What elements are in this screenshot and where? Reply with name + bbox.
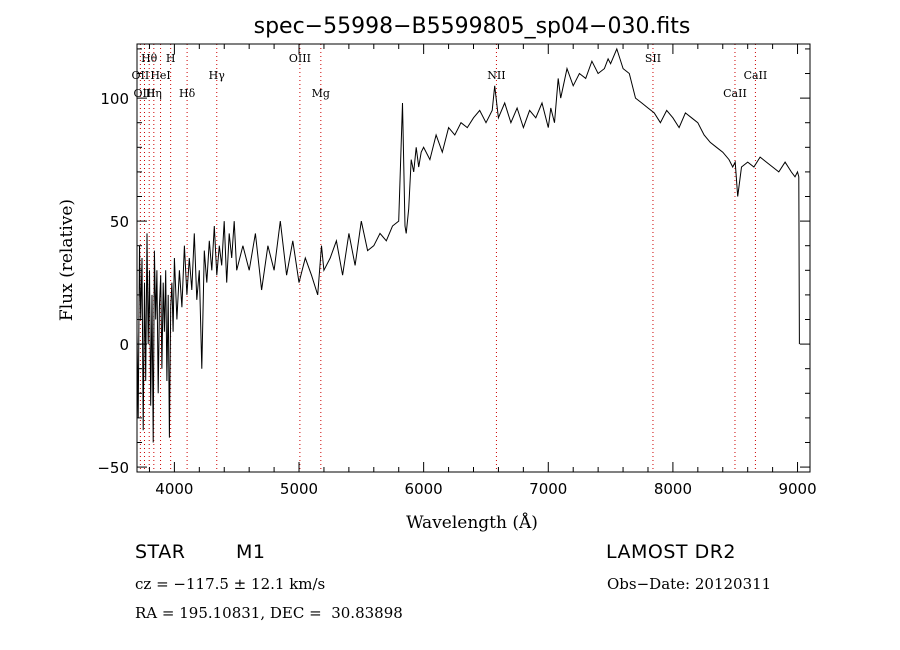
x-tick-label: 6000 <box>405 480 443 498</box>
marker-label: SII <box>645 52 661 65</box>
y-axis-label: Flux (relative) <box>57 199 77 321</box>
x-tick-label: 5000 <box>280 480 318 498</box>
x-axis-label: Wavelength (Å) <box>406 512 538 533</box>
redshift-readout: cz = −117.5 ± 12.1 km/s <box>135 575 326 593</box>
marker-label: OIII <box>133 87 155 100</box>
axis-ticks: 4000 5000 6000 7000 8000 9000 −50 0 50 100 <box>97 44 817 498</box>
marker-label: OIII <box>289 52 311 65</box>
y-tick-label: −50 <box>97 459 129 477</box>
marker-label: CaII <box>723 87 747 100</box>
x-tick-label: 7000 <box>529 480 567 498</box>
marker-label: H <box>166 52 176 65</box>
survey-name: LAMOST DR2 <box>606 541 736 563</box>
marker-label: OII <box>132 69 150 82</box>
plot-frame <box>136 43 811 473</box>
marker-label: Hθ <box>141 52 158 65</box>
marker-label: Hγ <box>209 69 226 82</box>
marker-label: HeI <box>150 69 170 82</box>
object-subclass: M1 <box>236 541 266 563</box>
y-tick-label: 50 <box>110 213 129 231</box>
marker-label: Hη <box>146 87 162 100</box>
chart-title: spec−55998−B5599805_sp04−030.fits <box>254 14 691 39</box>
spectrum-line <box>136 47 800 443</box>
x-tick-label: 8000 <box>654 480 692 498</box>
marker-label: CaII <box>744 69 768 82</box>
object-class: STAR <box>135 541 186 563</box>
sky-coordinates: RA = 195.10831, DEC = 30.83898 <box>135 604 403 622</box>
x-tick-label: 4000 <box>155 480 193 498</box>
marker-label: Hδ <box>179 87 196 100</box>
x-tick-label: 9000 <box>778 480 816 498</box>
marker-label: NII <box>487 69 505 82</box>
observation-date: Obs−Date: 20120311 <box>607 575 772 593</box>
marker-label: Mg <box>312 87 330 100</box>
y-tick-label: 100 <box>100 90 129 108</box>
y-tick-label: 0 <box>119 336 129 354</box>
